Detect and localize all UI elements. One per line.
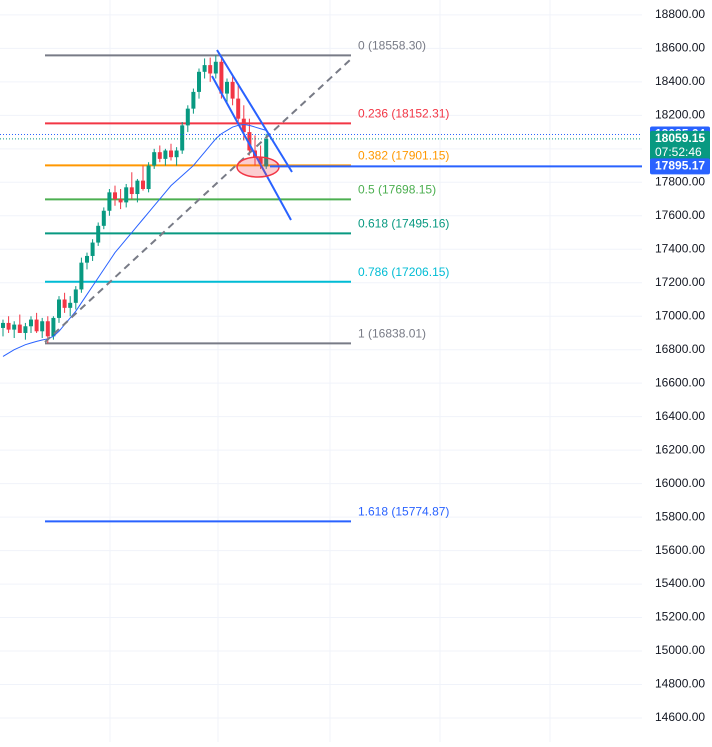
candle-body: [135, 180, 140, 195]
candle-body: [34, 319, 39, 332]
candle-body: [96, 225, 101, 243]
candle-body: [197, 71, 201, 92]
price-tag: [650, 130, 710, 161]
fib-retracement: 0 (18558.30) 0.236 (18152.31) 0.382 (17901…: [45, 39, 449, 523]
candle-body: [62, 299, 67, 308]
y-tick-label: 16000.00: [655, 476, 705, 490]
candle-body: [79, 262, 84, 290]
y-tick-label: 15000.00: [655, 643, 705, 657]
candle-body: [258, 157, 263, 164]
candle-body: [174, 150, 179, 158]
y-tick-label: 18400.00: [655, 74, 705, 88]
candle-body: [180, 125, 185, 151]
fib-label: 0.786 (17206.15): [358, 265, 449, 279]
candle-body: [51, 317, 56, 337]
y-tick-label: 18800.00: [655, 7, 705, 21]
y-tick-label: 14600.00: [655, 710, 705, 724]
candle-body: [6, 322, 11, 330]
candle-body: [236, 98, 241, 119]
y-tick-label: 17600.00: [655, 208, 705, 222]
candle-body: [90, 242, 95, 256]
candle-body: [185, 108, 190, 126]
channel-lower: [211, 75, 292, 221]
grid: [0, 0, 642, 742]
fib-label: 1.618 (15774.87): [358, 504, 449, 518]
price-tag: [650, 158, 710, 175]
candle-body: [57, 299, 61, 318]
candle-body: [1, 322, 5, 328]
candle-body: [191, 91, 196, 109]
channel-upper: [216, 49, 293, 173]
y-tick-label: 17200.00: [655, 275, 705, 289]
y-tick-label: 18600.00: [655, 41, 705, 55]
candle-body: [264, 138, 269, 167]
candle-body: [12, 324, 17, 330]
price-tag-label: 17895.17: [655, 159, 705, 173]
y-tick-label: 17800.00: [655, 174, 705, 188]
y-tick-label: 17000.00: [655, 308, 705, 322]
candle-body: [225, 81, 229, 94]
candle-body: [17, 324, 22, 333]
candle-body: [146, 165, 151, 189]
trend-line: [44, 59, 351, 343]
candle-body: [68, 302, 73, 308]
y-tick-label: 14800.00: [655, 677, 705, 691]
fib-label: 0.5 (17698.15): [358, 183, 436, 197]
candle-body: [141, 180, 145, 189]
price-tag-label: 18059.15: [655, 131, 705, 145]
y-tick-label: 18200.00: [655, 108, 705, 122]
candle-body: [118, 199, 123, 203]
candle-body: [85, 255, 89, 263]
candle-body: [241, 118, 246, 133]
candle-body: [247, 132, 252, 151]
drawings: [44, 49, 351, 343]
candle-body: [23, 326, 28, 333]
y-tick-label: 17400.00: [655, 241, 705, 255]
y-tick-label: 15400.00: [655, 576, 705, 590]
candle-body: [107, 192, 112, 211]
candle-body: [73, 289, 78, 303]
candle-body: [113, 192, 117, 200]
candle-body: [163, 150, 168, 159]
candle-body: [202, 65, 207, 72]
candle-body: [45, 321, 50, 337]
y-tick-label: 16200.00: [655, 442, 705, 456]
candle-body: [129, 187, 134, 195]
candle-body: [101, 210, 106, 226]
fib-label: 0 (18558.30): [358, 39, 426, 53]
fib-label: 0.236 (18152.31): [358, 106, 449, 120]
candle-body: [213, 61, 218, 74]
candle-body: [40, 321, 45, 332]
candle-body: [219, 61, 224, 94]
candle-body: [124, 187, 129, 203]
y-tick-label: 16600.00: [655, 375, 705, 389]
price-tag-time: 07:52:46: [655, 145, 702, 159]
candle-body: [230, 81, 235, 99]
y-tick-label: 16800.00: [655, 342, 705, 356]
fib-label: 0.618 (17495.16): [358, 217, 449, 231]
candle-body: [29, 319, 33, 327]
y-tick-label: 16400.00: [655, 409, 705, 423]
y-tick-label: 15600.00: [655, 543, 705, 557]
candle-body: [157, 152, 162, 159]
y-tick-label: 15200.00: [655, 610, 705, 624]
candle-body: [208, 65, 213, 74]
candle-body: [152, 152, 157, 166]
fib-label: 0.382 (17901.15): [358, 149, 449, 163]
y-tick-label: 15800.00: [655, 509, 705, 523]
candle-body: [169, 150, 173, 158]
fib-label: 1 (16838.01): [358, 327, 426, 341]
